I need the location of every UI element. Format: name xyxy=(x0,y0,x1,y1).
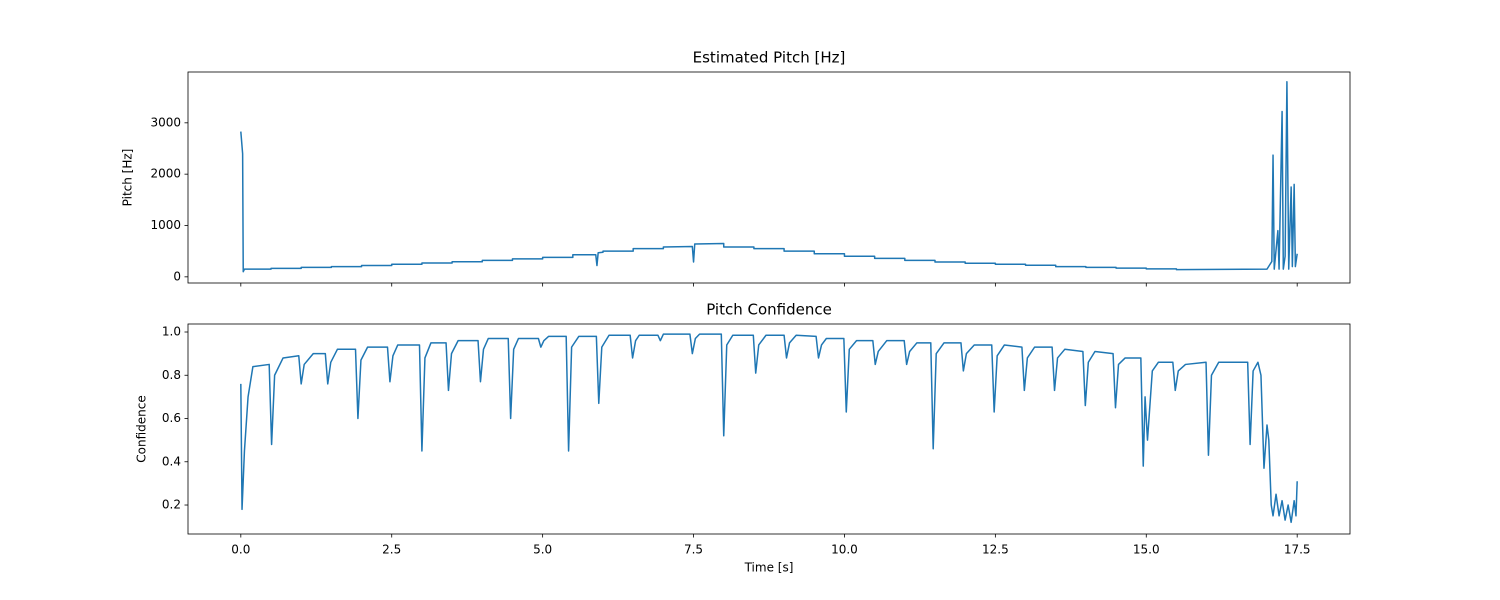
x-tick-label: 10.0 xyxy=(831,543,858,557)
y-tick-label: 3000 xyxy=(150,115,181,129)
x-tick-label: 15.0 xyxy=(1133,543,1160,557)
y-tick-label: 0.2 xyxy=(162,498,181,512)
plot-frame xyxy=(187,71,1351,284)
x-tick-label: 7.5 xyxy=(684,543,703,557)
y-tick-label: 0.8 xyxy=(162,368,181,382)
x-axis-label: Time [s] xyxy=(744,561,794,575)
x-tick-label: 12.5 xyxy=(982,543,1009,557)
y-axis-label: Confidence xyxy=(135,395,149,462)
data-line xyxy=(240,333,1298,524)
x-tick-label: 5.0 xyxy=(533,543,552,557)
y-tick-label: 0.4 xyxy=(162,454,181,468)
y-tick-label: 2000 xyxy=(150,167,181,181)
y-tick-label: 0 xyxy=(173,269,181,283)
axes-title: Pitch Confidence xyxy=(706,301,832,319)
x-tick-label: 0.0 xyxy=(231,543,250,557)
x-tick-label: 2.5 xyxy=(382,543,401,557)
y-axis-label: Pitch [Hz] xyxy=(121,149,135,207)
axes-title: Estimated Pitch [Hz] xyxy=(693,49,846,67)
y-tick-label: 1.0 xyxy=(162,325,181,339)
data-line xyxy=(240,81,1298,273)
plot-frame xyxy=(187,323,1351,535)
x-tick-label: 17.5 xyxy=(1284,543,1311,557)
y-tick-label: 1000 xyxy=(150,218,181,232)
y-tick-label: 0.6 xyxy=(162,411,181,425)
